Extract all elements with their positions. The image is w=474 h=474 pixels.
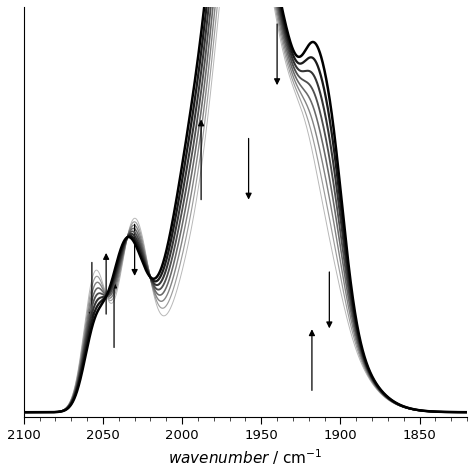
X-axis label: $\mathit{wavenumber}$ / cm$^{-1}$: $\mathit{wavenumber}$ / cm$^{-1}$	[168, 447, 323, 467]
